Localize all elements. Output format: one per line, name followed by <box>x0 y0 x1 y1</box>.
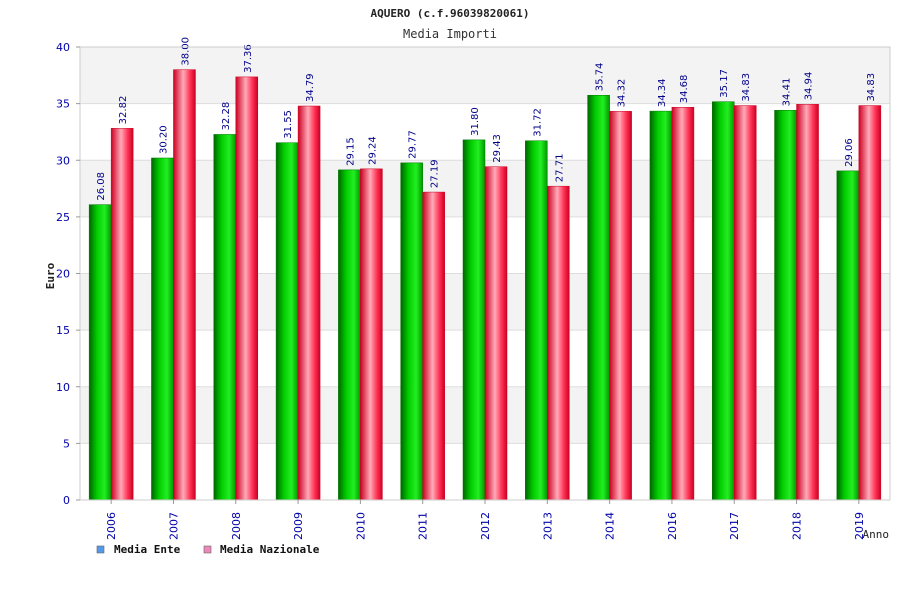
bar-media-nazionale-2006 <box>110 128 134 501</box>
bar-value-label: 37.36 <box>243 44 254 73</box>
bar-value-label: 38.00 <box>180 37 191 66</box>
bar-media-ente-2018 <box>774 110 797 501</box>
y-tick-label: 25 <box>56 211 70 224</box>
bar-value-label: 35.17 <box>719 69 730 98</box>
y-axis-label: Euro <box>44 262 57 289</box>
bar-media-nazionale-2009 <box>297 105 321 501</box>
bar-media-nazionale-2008 <box>235 76 259 501</box>
x-tick-label: 2016 <box>666 512 679 540</box>
bar-media-nazionale-2007 <box>173 69 196 501</box>
bar-value-label: 35.74 <box>595 63 606 92</box>
bar-media-nazionale-2018 <box>796 104 819 501</box>
bar-value-label: 27.71 <box>554 154 565 183</box>
x-tick-label: 2017 <box>728 512 741 540</box>
bar-media-ente-2012 <box>462 139 486 501</box>
y-tick-label: 20 <box>56 268 70 281</box>
x-tick-label: 2008 <box>230 512 243 540</box>
legend-label-media-nazionale: Media Nazionale <box>220 543 320 556</box>
y-axis: 0 5 10 15 20 25 30 35 40 <box>56 41 80 507</box>
bar-media-ente-2006 <box>88 204 112 501</box>
x-tick-label: 2007 <box>167 512 180 540</box>
bar-value-label: 31.80 <box>470 107 481 136</box>
x-tick-label: 2006 <box>105 512 118 540</box>
bar-value-label: 31.72 <box>532 108 543 137</box>
x-tick-label: 2018 <box>791 512 804 540</box>
y-tick-label: 30 <box>56 154 70 167</box>
x-tick-label: 2013 <box>541 512 554 540</box>
bar-media-nazionale-2010 <box>360 168 383 501</box>
bar-value-label: 29.24 <box>367 136 378 165</box>
bar-media-ente-2008 <box>213 134 237 501</box>
y-tick-label: 0 <box>63 494 70 507</box>
bar-media-nazionale-2014 <box>609 111 632 501</box>
chart-subtitle: Media Importi <box>403 27 497 41</box>
bar-media-ente-2017 <box>711 101 735 501</box>
legend-item-media-nazionale: Media Nazionale <box>203 543 320 556</box>
bar-media-nazionale-2013 <box>547 185 570 501</box>
x-axis: 2006 2007 2008 2009 2010 2011 2012 2013 2014 2016… <box>105 500 866 540</box>
bar-media-ente-2016 <box>649 110 673 501</box>
bar-value-label: 34.41 <box>782 78 793 107</box>
y-tick-label: 35 <box>56 98 70 111</box>
grid-band <box>80 47 890 104</box>
bar-value-label: 31.55 <box>283 110 294 139</box>
bar-value-label: 32.82 <box>118 96 129 125</box>
bar-media-ente-2013 <box>525 140 548 501</box>
y-tick-label: 5 <box>63 437 70 450</box>
bar-value-label: 32.28 <box>221 102 232 131</box>
bar-media-ente-2009 <box>275 142 299 501</box>
bar-value-label: 34.83 <box>866 73 877 102</box>
bar-value-label: 34.34 <box>657 78 668 107</box>
bar-value-label: 29.15 <box>345 137 356 166</box>
bar-value-label: 34.32 <box>617 79 628 108</box>
plot-area: 26.08 32.82 30.20 38.00 32.28 37.36 31.55 34.79… <box>79 37 891 501</box>
chart-title: AQUERO (c.f.96039820061) <box>371 7 530 20</box>
bar-media-nazionale-2016 <box>671 106 695 501</box>
legend-item-media-ente: Media Ente <box>96 543 181 556</box>
x-tick-label: 2014 <box>604 512 617 540</box>
bar-value-label: 34.83 <box>741 73 752 102</box>
bar-media-nazionale-2011 <box>422 191 445 501</box>
bar-value-label: 30.20 <box>158 125 169 154</box>
x-tick-label: 2011 <box>417 512 430 540</box>
bar-value-label: 29.43 <box>492 134 503 163</box>
bar-media-ente-2014 <box>587 94 610 501</box>
legend: Media Ente Media Nazionale <box>96 543 320 556</box>
x-axis-label: Anno <box>863 528 890 541</box>
x-tick-label: 2010 <box>354 512 367 540</box>
bar-value-label: 34.68 <box>679 75 690 104</box>
bar-media-ente-2010 <box>338 169 361 501</box>
x-tick-label: 2009 <box>292 512 305 540</box>
y-tick-label: 10 <box>56 381 70 394</box>
bar-value-label: 34.94 <box>804 72 815 101</box>
bar-media-nazionale-2017 <box>733 105 757 501</box>
bar-value-label: 29.06 <box>844 138 855 167</box>
x-tick-label: 2012 <box>479 512 492 540</box>
bar-value-label: 29.77 <box>408 130 419 159</box>
bar-media-ente-2011 <box>400 162 423 501</box>
bar-media-nazionale-2012 <box>484 166 508 501</box>
y-tick-label: 15 <box>56 324 70 337</box>
bar-value-label: 27.19 <box>430 159 441 188</box>
legend-swatch-media-nazionale <box>203 545 212 554</box>
x-tick-label: 2019 <box>853 512 866 540</box>
bar-value-label: 34.79 <box>305 73 316 102</box>
bar-media-nazionale-2019 <box>858 105 882 501</box>
bar-media-ente-2007 <box>151 157 174 501</box>
legend-swatch-media-ente <box>96 545 105 554</box>
bar-value-label: 26.08 <box>96 172 107 201</box>
y-tick-label: 40 <box>56 41 70 54</box>
legend-label-media-ente: Media Ente <box>114 543 181 556</box>
bar-media-ente-2019 <box>836 170 860 501</box>
